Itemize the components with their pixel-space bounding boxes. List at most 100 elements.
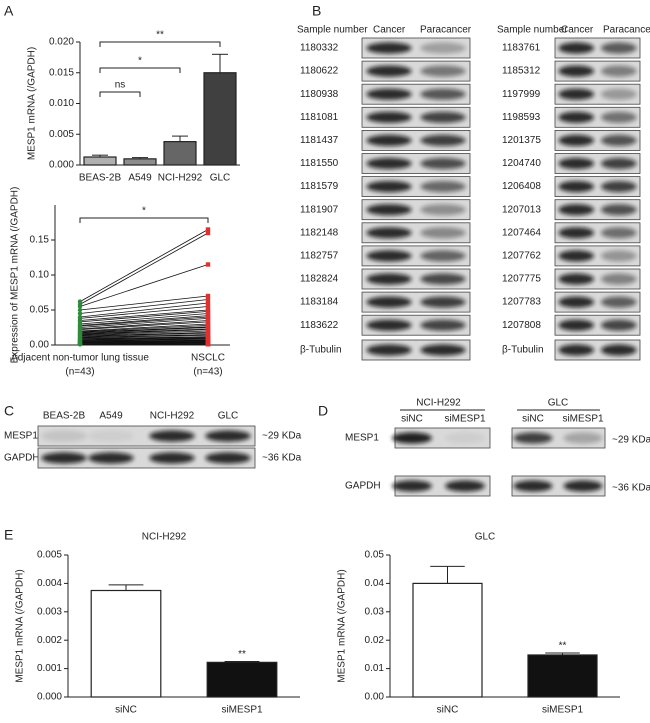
label: 0.05 [365, 550, 385, 561]
band [558, 111, 595, 123]
pair-line [79, 326, 209, 333]
pair-line [79, 232, 209, 305]
label: 0.03 [365, 606, 385, 617]
pair-line [79, 334, 209, 339]
band [366, 250, 412, 262]
band [513, 480, 553, 492]
band [558, 250, 595, 262]
label: BEAS-2B [43, 411, 86, 422]
band [513, 432, 553, 444]
label: siMESP1 [444, 414, 486, 425]
label: 0.003 [37, 606, 62, 617]
bar [90, 589, 162, 698]
pair-line [79, 309, 209, 321]
point [205, 293, 211, 299]
band [600, 204, 637, 216]
pair-line [79, 306, 209, 319]
band [88, 430, 134, 442]
band [558, 65, 595, 77]
band [558, 42, 595, 54]
label: * [138, 56, 142, 67]
band [366, 88, 412, 100]
band [558, 344, 595, 356]
bar [203, 72, 237, 166]
band [600, 273, 637, 285]
label: MESP1 mRNA (/GAPDH) [27, 47, 38, 160]
pair-line [79, 299, 209, 314]
label: 1183184 [300, 297, 339, 308]
label: siMESP1 [562, 414, 604, 425]
label: 1207762 [502, 251, 541, 262]
label: GLC [210, 173, 231, 184]
pair-line [79, 320, 209, 330]
label: 0.10 [30, 270, 50, 281]
label: ns [115, 80, 126, 91]
label: 1207808 [502, 320, 541, 331]
band [558, 319, 595, 331]
band [420, 157, 466, 170]
label: 1197999 [502, 89, 541, 100]
band [563, 432, 603, 444]
band [563, 480, 603, 492]
band [420, 42, 466, 54]
band [366, 319, 412, 331]
pair-line [79, 313, 209, 325]
band [420, 319, 466, 331]
pair-line [79, 328, 209, 335]
label: 1185312 [502, 66, 541, 77]
point [205, 230, 211, 236]
band [600, 134, 637, 146]
label: MESP1 mRNA (/GAPDH) [337, 569, 348, 682]
pair-line [79, 264, 209, 307]
band [366, 227, 412, 239]
point [77, 307, 83, 313]
pair-line [79, 321, 209, 330]
label: NCI-H292 [150, 411, 195, 422]
panel-letter: B [312, 3, 321, 19]
band [600, 344, 637, 356]
band [392, 480, 432, 492]
band [558, 227, 595, 239]
label: ~29 KDa [262, 431, 302, 442]
band [558, 273, 595, 285]
label: 1180332 [300, 43, 339, 54]
label: BEAS-2B [79, 173, 122, 184]
band [600, 227, 637, 239]
label: β-Tubulin [502, 345, 544, 356]
label: A549 [99, 411, 123, 422]
label: 1181437 [300, 135, 339, 146]
pair-line [79, 295, 209, 311]
label: 1207013 [502, 204, 541, 215]
band [41, 452, 87, 464]
panel-letter: D [318, 403, 328, 419]
band [205, 452, 251, 464]
pair-line [79, 315, 209, 326]
label: 1183622 [300, 320, 339, 331]
pair-line [79, 338, 209, 341]
label: siNC [522, 414, 544, 425]
label: 1206408 [502, 181, 541, 192]
label: 1181550 [300, 158, 339, 169]
band [558, 157, 595, 170]
label: * [142, 206, 146, 217]
label: MESP1 mRNA (/GAPDH) [15, 569, 26, 682]
label: 0.00 [30, 340, 50, 351]
label: 0.005 [49, 129, 74, 140]
pair-line [79, 229, 209, 302]
pair-line [79, 318, 209, 328]
band [420, 227, 466, 239]
label: ~36 KDa [262, 453, 302, 464]
band [600, 319, 637, 331]
label: 1207783 [502, 297, 541, 308]
band [41, 430, 87, 442]
label: 0.001 [37, 663, 62, 674]
bracket [99, 67, 181, 73]
label: 0.004 [37, 578, 62, 589]
label: 1181907 [300, 204, 339, 215]
label: ** [156, 30, 164, 41]
label: 1183761 [502, 43, 541, 54]
label: 1181081 [300, 112, 339, 123]
band [420, 65, 466, 77]
label: NSCLC [191, 353, 225, 364]
